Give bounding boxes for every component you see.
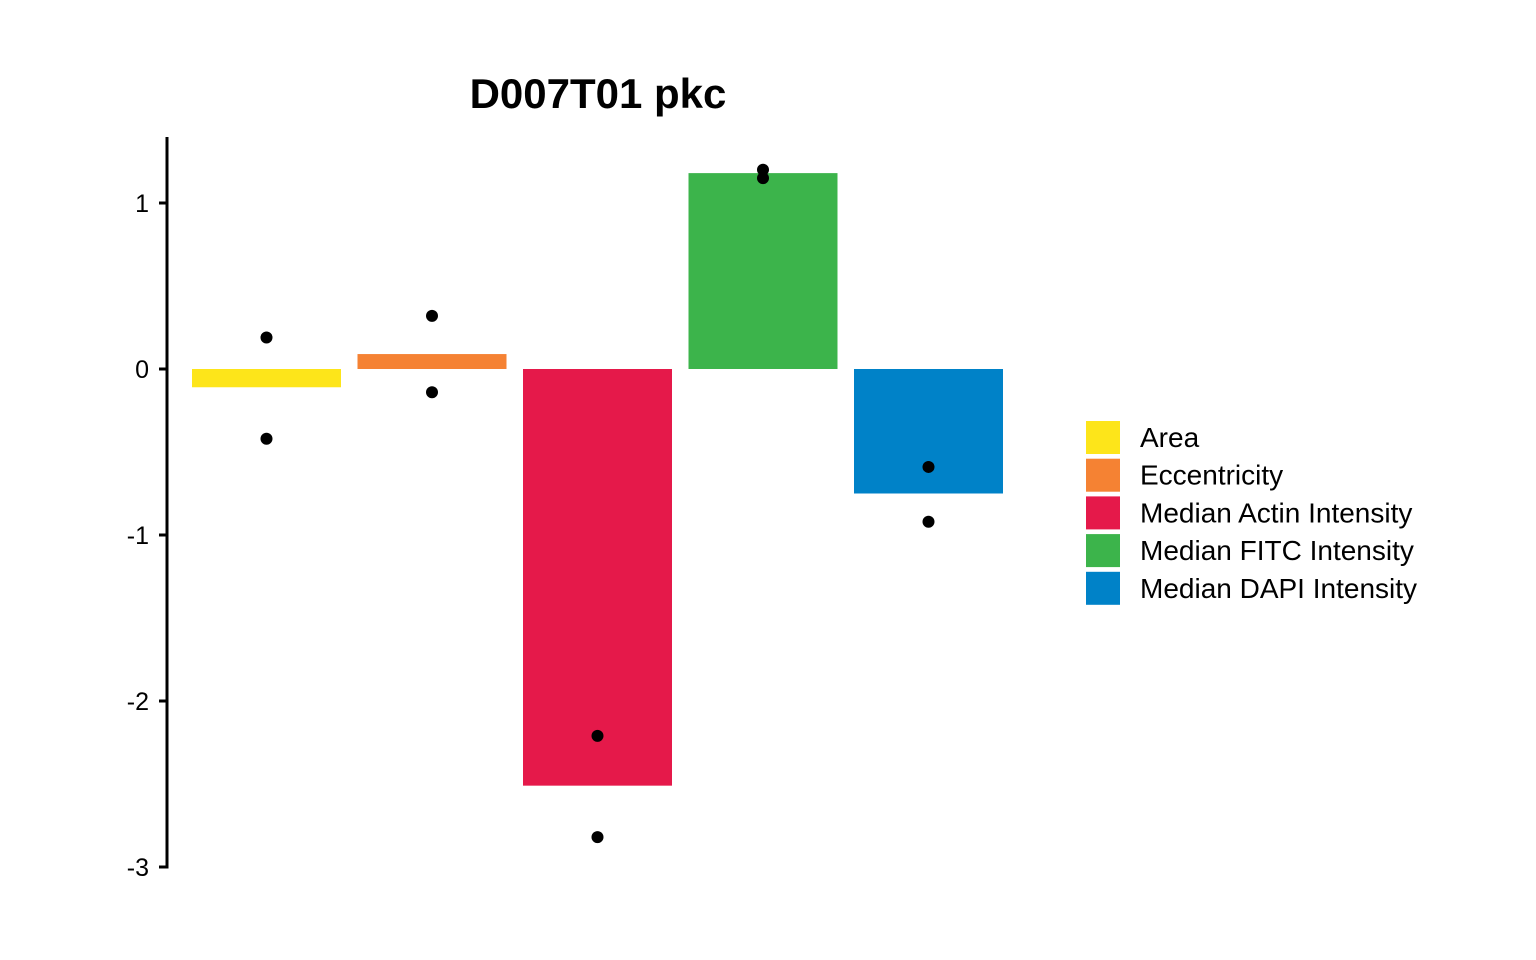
y-axis: 1 0 -1 -2 -3	[127, 137, 169, 882]
y-tick-label: -3	[127, 854, 149, 882]
y-tick-label: 0	[135, 356, 149, 384]
legend-swatch	[1086, 458, 1120, 492]
bar	[357, 354, 507, 369]
y-tick-label: 1	[135, 190, 149, 218]
data-point	[922, 515, 935, 528]
legend: Area Eccentricity Median Actin Intensity Me…	[1086, 421, 1417, 605]
data-point	[757, 163, 769, 176]
data-point	[260, 331, 273, 344]
legend-label: Median DAPI Intensity	[1140, 573, 1417, 604]
y-tick-label: -1	[127, 522, 149, 550]
data-point	[922, 460, 935, 473]
data-point	[591, 729, 604, 742]
legend-label: Median FITC Intensity	[1140, 535, 1414, 566]
bar	[192, 369, 341, 388]
chart-title: D007T01 pkc	[470, 70, 727, 117]
bars-layer	[192, 173, 1003, 786]
data-point	[591, 831, 604, 844]
bar	[854, 369, 1003, 494]
legend-label: Area	[1140, 422, 1200, 453]
data-point	[757, 172, 769, 185]
y-tick-label: -2	[127, 688, 149, 716]
data-point	[260, 432, 273, 445]
legend-swatch	[1086, 496, 1120, 530]
legend-swatch	[1086, 571, 1120, 605]
data-point	[426, 309, 438, 322]
points-layer	[260, 163, 935, 844]
legend-label: Eccentricity	[1140, 460, 1283, 491]
bar	[523, 369, 672, 786]
legend-label: Median Actin Intensity	[1140, 497, 1412, 528]
legend-swatch	[1086, 534, 1120, 568]
legend-swatch	[1086, 421, 1120, 454]
bar	[688, 173, 838, 369]
data-point	[426, 386, 438, 399]
